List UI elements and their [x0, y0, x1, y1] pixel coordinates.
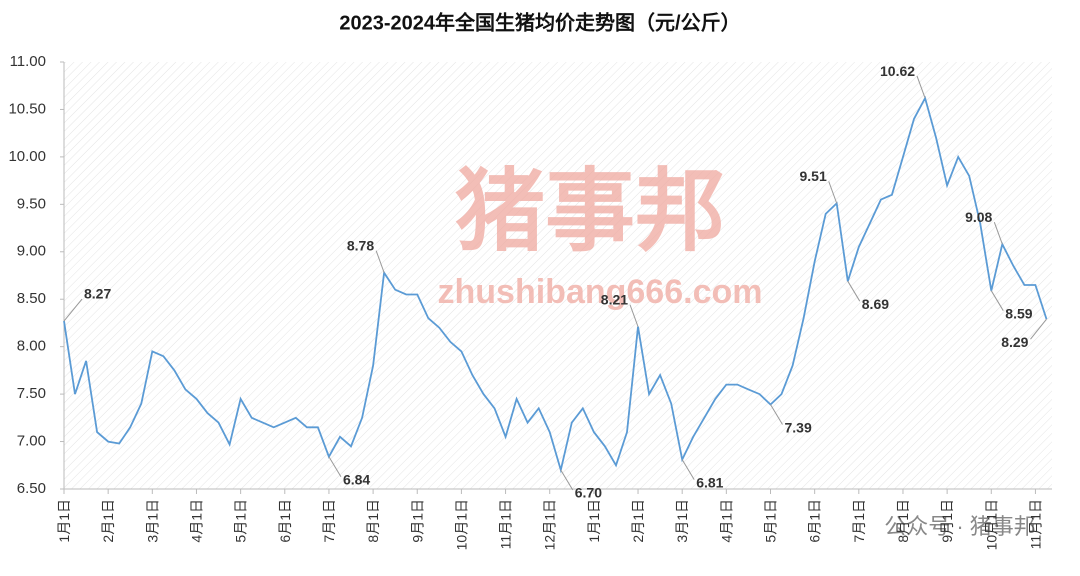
label-leader [990, 290, 1004, 311]
value-label: 8.78 [347, 237, 374, 253]
value-label: 8.59 [1005, 305, 1032, 321]
label-leader [770, 404, 783, 425]
x-tick-label: 8月1日 [365, 499, 381, 543]
y-tick-label: 10.00 [8, 148, 46, 165]
x-tick-label: 11月1日 [498, 499, 514, 549]
value-label: 9.08 [965, 209, 992, 225]
chart-title: 2023-2024年全国生猪均价走势图（元/公斤） [339, 10, 740, 34]
x-tick-label: 7月1日 [851, 499, 867, 543]
value-label: 6.70 [575, 485, 602, 501]
y-tick-label: 7.50 [17, 385, 46, 402]
value-label: 8.21 [601, 291, 628, 307]
x-tick-label: 6月1日 [277, 499, 293, 543]
label-leader [828, 181, 838, 204]
value-label: 8.69 [862, 296, 889, 312]
x-tick-label: 2月1日 [630, 499, 646, 543]
plot-area [64, 62, 1052, 489]
x-tick-label: 8月1日 [895, 499, 911, 543]
value-label: 10.62 [880, 63, 915, 79]
x-tick-label: 9月1日 [939, 499, 955, 543]
label-leader [847, 280, 861, 302]
label-leader [560, 469, 574, 491]
x-tick-label: 4月1日 [188, 499, 204, 543]
label-leader [916, 75, 926, 99]
label-leader [328, 456, 342, 477]
label-leader [1030, 318, 1047, 340]
y-tick-label: 11.00 [10, 53, 46, 70]
price-line [63, 95, 1048, 474]
x-tick-label: 4月1日 [718, 499, 734, 543]
y-tick-label: 9.50 [17, 195, 46, 212]
x-tick-label: 2月1日 [100, 499, 116, 543]
x-tick-label: 5月1日 [763, 499, 779, 543]
x-tick-label: 1月1日 [56, 499, 72, 543]
x-tick-label: 1月1日 [586, 499, 602, 543]
x-tick-label: 10月1日 [453, 499, 469, 550]
y-tick-label: 6.50 [17, 480, 46, 497]
x-tick-label: 10月1日 [983, 499, 999, 550]
y-tick-label: 7.00 [17, 433, 46, 450]
y-tick-label: 8.50 [17, 290, 46, 307]
x-tick-label: 12月1日 [542, 499, 558, 550]
value-label: 7.39 [785, 419, 812, 435]
x-tick-label: 7月1日 [321, 499, 337, 543]
x-tick-label: 9月1日 [409, 499, 425, 543]
x-tick-label: 3月1日 [144, 499, 160, 543]
x-tick-label: 11月1日 [1027, 499, 1043, 549]
value-label: 8.29 [1001, 334, 1028, 350]
value-label: 6.84 [343, 471, 370, 487]
watermark: 猪事邦 [455, 162, 725, 262]
label-leader [375, 250, 385, 273]
label-leader [681, 459, 695, 480]
label-leader [993, 222, 1003, 245]
label-leader [63, 298, 83, 322]
y-tick-label: 8.00 [17, 338, 46, 355]
label-leader [629, 304, 639, 327]
x-tick-label: 3月1日 [674, 499, 690, 543]
source: 公众号 · 猪事邦 [884, 514, 1036, 539]
x-tick-label: 5月1日 [233, 499, 249, 543]
x-tick-label: 6月1日 [807, 499, 823, 543]
y-tick-label: 10.50 [8, 100, 46, 117]
value-label: 9.51 [799, 168, 826, 184]
y-tick-label: 9.00 [17, 243, 46, 260]
value-label: 6.81 [696, 474, 723, 490]
value-label: 8.27 [84, 286, 111, 302]
watermark-url: zhushibang666.com [438, 273, 763, 311]
